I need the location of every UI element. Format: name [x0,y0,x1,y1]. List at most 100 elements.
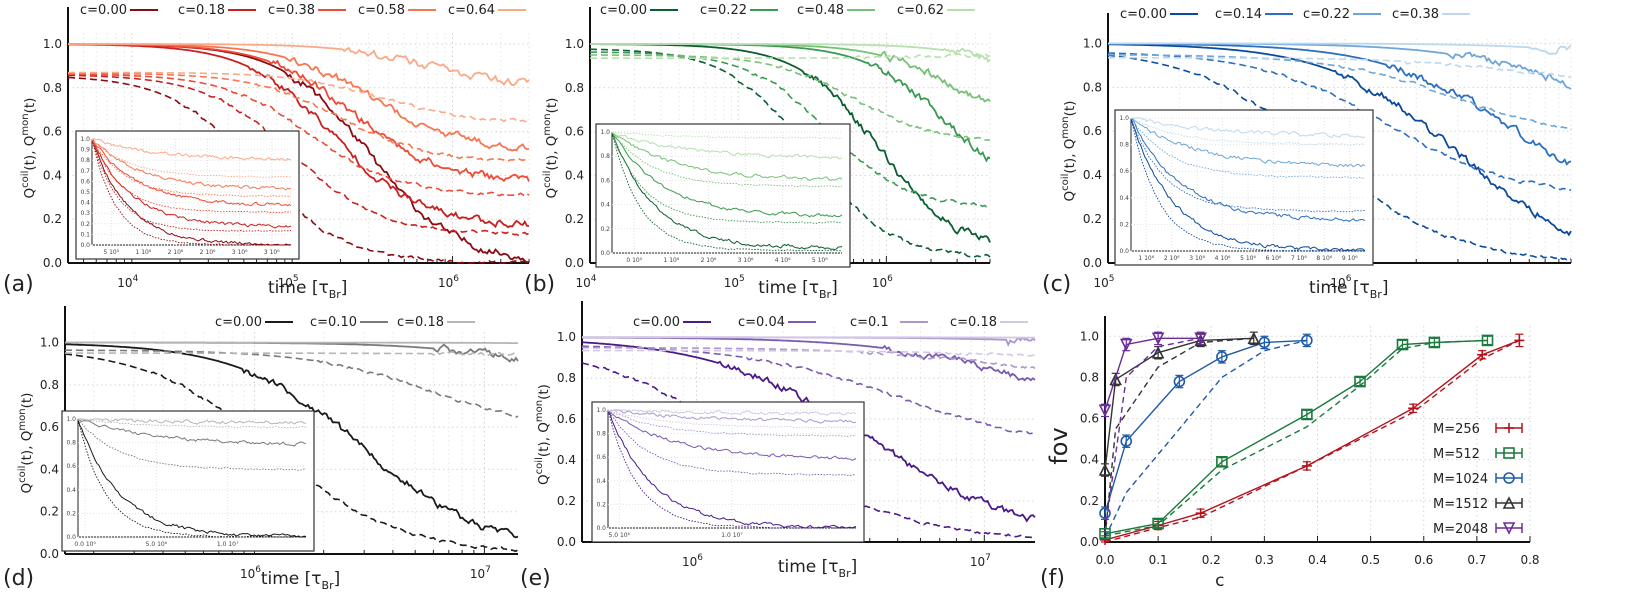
data-point [1502,522,1516,535]
x-tick-exponent: 5 [293,274,299,284]
y-axis-label-part: (t), Q [1062,139,1078,174]
y-axis-label-part: coil [534,457,545,474]
inset-y-tick: 0.9 [80,147,90,154]
inset-y-tick: 0.4 [1119,195,1129,202]
x-tick-base: 10 [970,555,985,569]
inset-x-tick: 5.0 10⁶ [609,532,631,539]
y-axis-label-part: Q [19,483,35,494]
inset-solid-curve [91,138,292,207]
inset-solid-curve [611,131,843,218]
dashed-curve [581,345,1036,435]
x-axis-label: time [τBr] [1309,278,1388,301]
series-m-512 [1099,334,1494,540]
inset-dotted-curve [1130,117,1366,179]
data-point [1247,331,1261,345]
x-tick-exponent: 6 [1346,274,1352,284]
inset-y-tick: 0.2 [66,510,76,517]
inset-y-tick: 0.6 [596,454,606,461]
y-tick-label: 1.0 [1080,329,1099,343]
y-tick-label: 0.4 [1080,453,1099,467]
dashed-curve [65,349,519,418]
panel-label: (c) [1042,272,1071,297]
y-tick-label: 0.6 [43,125,62,139]
solid-line [1104,337,1254,471]
inset-solid-curve [607,409,857,416]
inset-y-tick: 0.8 [80,157,90,164]
inset-solid-curve [607,410,857,529]
x-tick-exponent: 6 [887,274,893,284]
x-axis-label: c [1215,571,1224,591]
inset-y-tick: 1.0 [596,407,606,414]
inset-y-tick: 0.8 [600,153,610,160]
inset-x-tick: 3 10⁶ [232,249,248,256]
series-m-1024 [1099,333,1313,539]
inset-x-tick: 5.0 10⁶ [146,541,168,548]
legend-label: c=0.00 [1120,7,1167,22]
inset-x-tick: 0.0 10⁰ [74,541,96,548]
legend-label: M=512 [1433,447,1480,462]
y-axis-label-part: (t) [19,393,35,409]
data-point [1151,345,1165,359]
y-tick-label: 0.0 [557,535,576,549]
x-axis-label-sub: Br [839,567,852,580]
x-axis-label-main: time [τ [268,278,329,298]
legend-label: M=256 [1433,422,1480,437]
inset-plot: 0.0 0.2 0.4 0.6 0.8 1.0 1 10⁶ 2 10⁶ 3 10⁶ 4 10⁶ 5 … [1114,109,1374,266]
data-point [1354,375,1366,388]
y-axis-label-part: Q [536,474,552,485]
x-tick-exponent: 5 [739,274,745,284]
x-tick-exponent: 6 [453,274,459,284]
inset-y-tick: 0.3 [80,210,90,217]
inset-y-tick: 0.5 [80,189,90,196]
data-point [1301,334,1313,347]
dashed-curve [65,350,519,357]
panel-label: (d) [3,566,34,591]
y-tick-label: 1.0 [565,37,584,51]
y-tick-label: 0.2 [565,212,584,226]
y-tick-label: 1.0 [1083,36,1102,50]
x-tick-label: 0.6 [1414,553,1433,567]
x-tick-base: 10 [1330,276,1345,290]
inset-y-tick: 0.4 [66,487,76,494]
inset-x-tick: 2 10⁶ [1164,255,1180,262]
inset-x-tick: 1 10⁶ [1138,255,1154,262]
y-axis-label: Qcoil(t), Qmon(t) [534,384,552,485]
x-tick-label: 104 [575,274,596,290]
inset-dotted-curve [1130,118,1366,146]
y-axis-label-part: mon [17,408,28,430]
x-tick-base: 10 [240,567,255,581]
y-tick-label: 0.2 [1080,494,1099,508]
x-tick-label: 106 [240,565,261,581]
x-tick-label: 0.3 [1255,553,1274,567]
x-axis-label-main: time [τ [261,569,322,589]
inset-solid-curve [607,409,857,461]
inset-solid-curve [611,131,843,160]
inset-dotted-curve [77,419,306,538]
inset-x-tick: 1.0 10⁷ [721,532,743,539]
x-axis-label-main: time [τ [1309,278,1370,298]
dashed-curve [68,73,530,197]
dashed-curve [1108,56,1572,79]
inset-dotted-curve [91,138,292,214]
x-tick-base: 10 [872,276,887,290]
x-tick-label: 107 [970,553,991,569]
x-tick-label: 106 [682,553,703,569]
y-tick-label: 0.6 [1083,124,1102,138]
legend-label: M=1512 [1433,497,1488,512]
dashed-curve [68,71,530,124]
x-tick-label: 0.1 [1149,553,1168,567]
inset-x-tick: 5 10⁵ [103,249,119,256]
x-tick-label: 106 [438,274,459,290]
solid-curve [581,341,1036,523]
series-m-2048 [1098,331,1207,532]
legend-label: c=0.38 [1392,7,1439,22]
inset-dotted-curve [612,131,843,139]
inset-x-tick: 3 10⁶ [264,249,280,256]
x-axis-label-main: time [τ [778,557,839,577]
inset-x-tick: 1.0 10⁷ [217,541,239,548]
data-point [1481,334,1494,347]
x-axis-label-close: ] [341,278,348,298]
solid-line [1104,337,1201,411]
x-tick-label: 0.7 [1467,553,1486,567]
y-tick-label: 0.8 [565,81,584,95]
